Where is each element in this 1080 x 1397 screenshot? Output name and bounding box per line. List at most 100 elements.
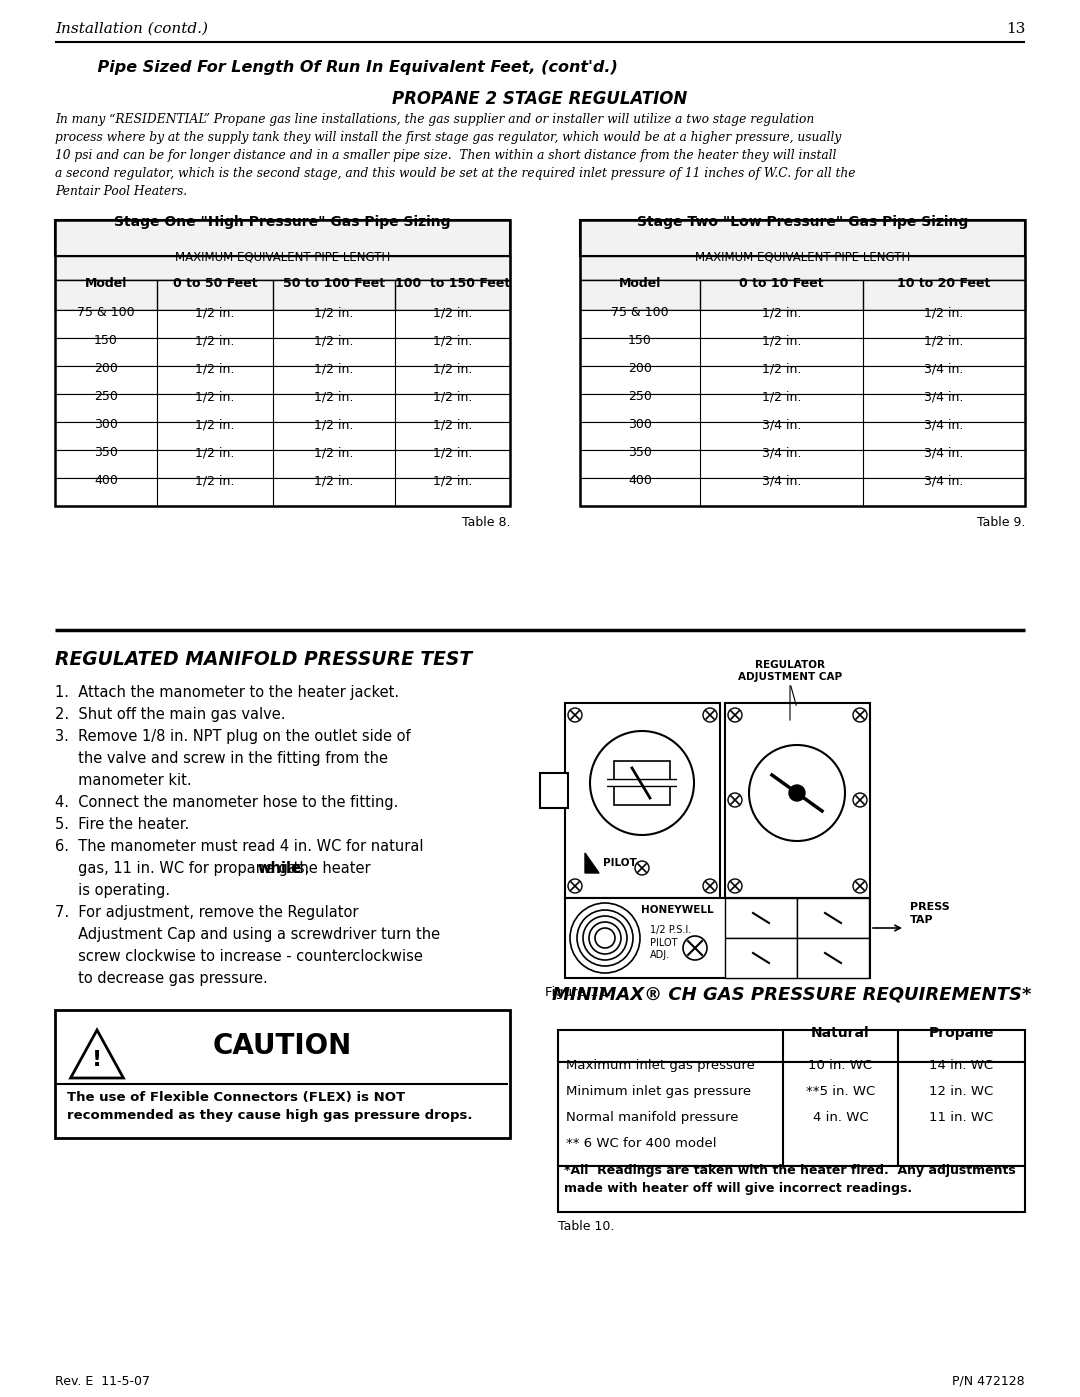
Text: 2.  Shut off the main gas valve.: 2. Shut off the main gas valve. <box>55 707 285 722</box>
Text: PILOT: PILOT <box>603 858 637 868</box>
Text: The use of Flexible Connectors (FLEX) is NOT: The use of Flexible Connectors (FLEX) is… <box>67 1091 405 1104</box>
Text: Stage One "High Pressure" Gas Pipe Sizing: Stage One "High Pressure" Gas Pipe Sizin… <box>114 215 450 229</box>
Bar <box>55 310 510 338</box>
Bar <box>580 450 1025 478</box>
Text: 3/4 in.: 3/4 in. <box>761 474 801 488</box>
Text: In many “RESIDENTIAL” Propane gas line installations, the gas supplier and or in: In many “RESIDENTIAL” Propane gas line i… <box>55 113 814 126</box>
Text: MAXIMUM EQUIVALENT PIPE LENGTH: MAXIMUM EQUIVALENT PIPE LENGTH <box>694 251 910 264</box>
Text: 75 & 100: 75 & 100 <box>77 306 135 319</box>
Text: gas, 11 in. WC for propane gas,: gas, 11 in. WC for propane gas, <box>55 861 314 876</box>
Text: Maximum inlet gas pressure: Maximum inlet gas pressure <box>566 1059 755 1071</box>
Text: 0 to 50 Feet: 0 to 50 Feet <box>173 277 257 291</box>
Text: 5.  Fire the heater.: 5. Fire the heater. <box>55 817 189 833</box>
Text: Minimum inlet gas pressure: Minimum inlet gas pressure <box>566 1085 751 1098</box>
Text: 150: 150 <box>629 334 652 346</box>
Text: 1/2 in.: 1/2 in. <box>433 446 472 460</box>
Bar <box>615 761 670 805</box>
Bar <box>55 422 510 450</box>
Bar <box>55 219 510 256</box>
Text: the valve and screw in the fitting from the: the valve and screw in the fitting from … <box>55 752 388 766</box>
Text: 3/4 in.: 3/4 in. <box>924 362 963 374</box>
Text: Table 10.: Table 10. <box>558 1220 615 1234</box>
Text: Normal manifold pressure: Normal manifold pressure <box>566 1111 739 1125</box>
Text: HONEYWELL: HONEYWELL <box>640 905 713 915</box>
Text: 50 to 100 Feet: 50 to 100 Feet <box>283 277 386 291</box>
Text: 250: 250 <box>629 390 652 402</box>
Text: made with heater off will give incorrect readings.: made with heater off will give incorrect… <box>564 1182 913 1194</box>
Text: Pentair Pool Heaters.: Pentair Pool Heaters. <box>55 184 187 198</box>
Polygon shape <box>585 854 599 873</box>
Text: 1/2 in.: 1/2 in. <box>314 306 353 319</box>
Bar <box>580 219 1025 506</box>
Bar <box>55 338 510 366</box>
Text: 1/2 in.: 1/2 in. <box>761 362 801 374</box>
Text: 100  to 150 Feet: 100 to 150 Feet <box>395 277 510 291</box>
Text: 1/2 in.: 1/2 in. <box>433 334 472 346</box>
Text: 1/2 in.: 1/2 in. <box>195 306 234 319</box>
Text: 150: 150 <box>94 334 118 346</box>
Text: !: ! <box>92 1051 103 1070</box>
Bar <box>55 219 510 506</box>
Bar <box>55 279 510 310</box>
Text: 1/2 in.: 1/2 in. <box>314 446 353 460</box>
Text: 250: 250 <box>94 390 118 402</box>
Text: 3/4 in.: 3/4 in. <box>924 446 963 460</box>
Text: 14 in. WC: 14 in. WC <box>930 1059 994 1071</box>
Text: Figure 11.: Figure 11. <box>545 986 611 999</box>
Bar <box>797 898 869 937</box>
Bar <box>725 898 797 937</box>
Bar <box>580 478 1025 506</box>
Text: 10 psi and can be for longer distance and in a smaller pipe size.  Then within a: 10 psi and can be for longer distance an… <box>55 149 836 162</box>
Bar <box>55 478 510 506</box>
Text: 1/2 in.: 1/2 in. <box>195 334 234 346</box>
Text: 1/2 in.: 1/2 in. <box>761 334 801 346</box>
Text: 1/2 in.: 1/2 in. <box>195 474 234 488</box>
Bar <box>558 1030 1025 1062</box>
Text: 1/2 in.: 1/2 in. <box>433 390 472 402</box>
Text: a second regulator, which is the second stage, and this would be set at the requ: a second regulator, which is the second … <box>55 168 855 180</box>
Text: 1/2 P.S.I.: 1/2 P.S.I. <box>650 925 691 935</box>
Text: the heater: the heater <box>288 861 370 876</box>
Text: Natural: Natural <box>811 1025 869 1039</box>
Text: process where by at the supply tank they will install the first stage gas regula: process where by at the supply tank they… <box>55 131 841 144</box>
Text: **5 in. WC: **5 in. WC <box>806 1085 875 1098</box>
Bar <box>580 279 1025 310</box>
Text: Adjustment Cap and using a screwdriver turn the: Adjustment Cap and using a screwdriver t… <box>55 928 441 942</box>
Bar <box>580 394 1025 422</box>
Text: 4.  Connect the manometer hose to the fitting.: 4. Connect the manometer hose to the fit… <box>55 795 399 810</box>
Text: 1/2 in.: 1/2 in. <box>433 418 472 432</box>
Text: 300: 300 <box>629 418 652 432</box>
Text: 1/2 in.: 1/2 in. <box>314 362 353 374</box>
Text: Propane: Propane <box>929 1025 995 1039</box>
Text: recommended as they cause high gas pressure drops.: recommended as they cause high gas press… <box>67 1109 473 1122</box>
Text: 75 & 100: 75 & 100 <box>611 306 669 319</box>
Text: PILOT: PILOT <box>650 937 677 949</box>
Text: 10 to 20 Feet: 10 to 20 Feet <box>897 277 990 291</box>
Text: manometer kit.: manometer kit. <box>55 773 191 788</box>
Bar <box>580 219 1025 256</box>
Circle shape <box>789 785 805 800</box>
Text: Table 9.: Table 9. <box>976 515 1025 529</box>
Text: to decrease gas pressure.: to decrease gas pressure. <box>55 971 268 986</box>
Text: PROPANE 2 STAGE REGULATION: PROPANE 2 STAGE REGULATION <box>392 89 688 108</box>
Text: 1/2 in.: 1/2 in. <box>433 362 472 374</box>
Text: 12 in. WC: 12 in. WC <box>930 1085 994 1098</box>
Text: while: while <box>257 861 301 876</box>
Bar <box>580 256 1025 279</box>
Text: ** 6 WC for 400 model: ** 6 WC for 400 model <box>566 1137 716 1150</box>
Bar <box>55 394 510 422</box>
Bar <box>565 898 870 978</box>
Text: Stage Two "Low Pressure" Gas Pipe Sizing: Stage Two "Low Pressure" Gas Pipe Sizing <box>637 215 968 229</box>
Bar <box>580 338 1025 366</box>
Bar <box>565 703 720 898</box>
Text: CAUTION: CAUTION <box>213 1032 352 1060</box>
Bar <box>55 256 510 279</box>
Text: Model: Model <box>619 277 661 291</box>
Text: 0 to 10 Feet: 0 to 10 Feet <box>739 277 824 291</box>
Text: Model: Model <box>85 277 127 291</box>
Polygon shape <box>70 1030 123 1078</box>
Text: MAXIMUM EQUIVALENT PIPE LENGTH: MAXIMUM EQUIVALENT PIPE LENGTH <box>175 251 390 264</box>
Text: 1/2 in.: 1/2 in. <box>195 446 234 460</box>
Text: 1/2 in.: 1/2 in. <box>433 306 472 319</box>
Text: 3/4 in.: 3/4 in. <box>924 390 963 402</box>
